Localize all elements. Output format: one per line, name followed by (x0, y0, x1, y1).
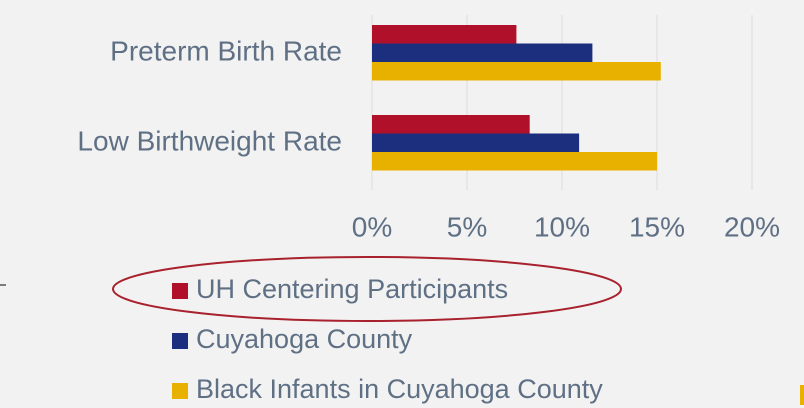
edge-mark (800, 385, 804, 405)
x-tick-label: 0% (352, 211, 392, 242)
bar (372, 133, 580, 152)
legend-swatch (172, 333, 188, 349)
legend-swatch (172, 283, 188, 299)
y-tick-label: Low Birthweight Rate (77, 125, 342, 156)
highlight-ellipse (112, 256, 622, 322)
bar (372, 152, 657, 171)
x-tick-label: 20% (724, 211, 780, 242)
bar (372, 43, 593, 62)
x-tick-label: 5% (447, 211, 487, 242)
x-tick-label: 15% (629, 211, 685, 242)
legend-swatch (172, 383, 188, 399)
legend-label: Black Infants in Cuyahoga County (196, 374, 603, 404)
legend-label: UH Centering Participants (196, 274, 508, 304)
bar (372, 115, 530, 134)
bar (372, 25, 517, 44)
x-tick-label: 10% (534, 211, 590, 242)
bar (372, 62, 661, 81)
y-tick-label: Preterm Birth Rate (110, 35, 342, 66)
legend-label: Cuyahoga County (196, 324, 413, 354)
